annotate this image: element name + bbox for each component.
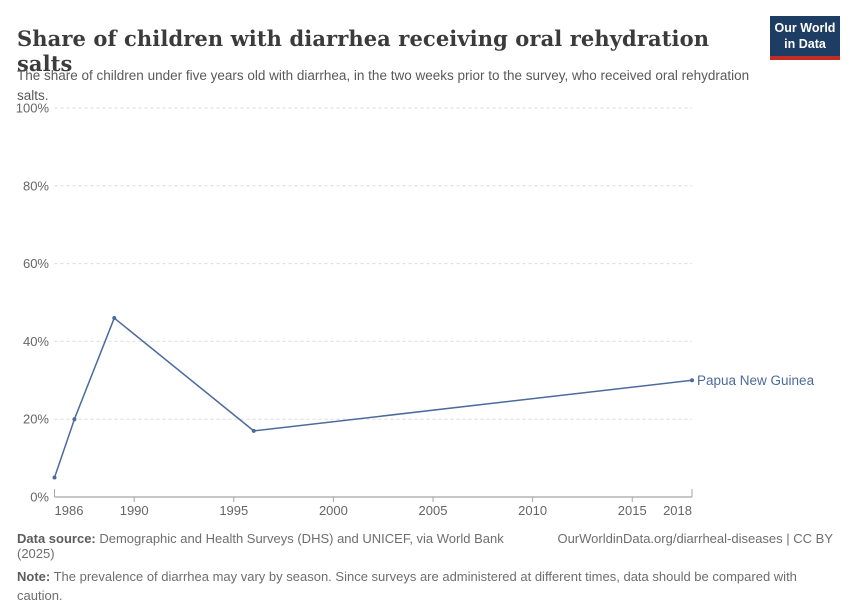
series-line-papua-new-guinea[interactable] (53, 317, 693, 478)
data-point-marker[interactable] (52, 475, 57, 480)
note-text: The prevalence of diarrhea may vary by s… (17, 569, 797, 600)
note-label: Note: (17, 569, 51, 584)
chart-subtitle: The share of children under five years o… (17, 67, 750, 104)
chart-footer: Data source: Demographic and Health Surv… (17, 531, 833, 600)
data-source: Data source: Demographic and Health Surv… (17, 531, 541, 561)
y-axis-tick-label: 40% (23, 334, 49, 349)
data-point-marker[interactable] (72, 417, 77, 422)
data-point-marker[interactable] (251, 428, 256, 433)
x-axis-tick-label: 2005 (419, 503, 448, 518)
data-source-label: Data source: (17, 531, 96, 546)
series-label-papua-new-guinea[interactable]: Papua New Guinea (697, 373, 815, 388)
y-axis-tick-label: 20% (23, 412, 49, 427)
note: Note: The prevalence of diarrhea may var… (17, 568, 799, 600)
x-axis-tick-label: 1990 (120, 503, 149, 518)
x-axis-tick-label: 2018 (663, 503, 692, 518)
x-axis-tick-label: 2010 (518, 503, 547, 518)
y-axis-tick-label: 0% (30, 490, 49, 505)
y-axis-tick-label: 100% (16, 101, 50, 116)
y-axis-tick-label: 80% (23, 178, 49, 193)
x-axis-tick-label: 2000 (319, 503, 348, 518)
owid-logo-line1: Our World (774, 21, 836, 35)
y-axis-tick-label: 60% (23, 256, 49, 271)
owid-cc-by-link[interactable]: OurWorldinData.org/diarrheal-diseases | … (557, 531, 833, 546)
x-axis-tick-label: 1986 (55, 503, 84, 518)
x-axis-tick-label: 1995 (219, 503, 248, 518)
data-point-marker[interactable] (690, 378, 694, 383)
chart-title: Share of children with diarrhea receivin… (17, 26, 710, 77)
owid-logo-line2: in Data (784, 36, 826, 51)
source-row: Data source: Demographic and Health Surv… (17, 531, 833, 561)
data-source-text: Demographic and Health Surveys (DHS) and… (17, 531, 504, 561)
x-axis-tick-label: 2015 (618, 503, 647, 518)
data-point-marker[interactable] (112, 316, 117, 321)
owid-logo[interactable]: Our World in Data (770, 16, 840, 61)
